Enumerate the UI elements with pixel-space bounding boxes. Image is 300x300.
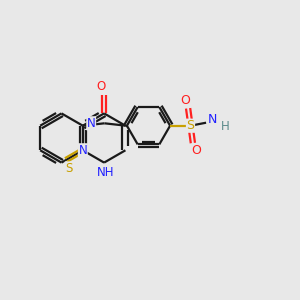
Text: NH: NH — [97, 166, 114, 179]
Text: O: O — [180, 94, 190, 107]
Text: O: O — [191, 144, 201, 157]
Text: H: H — [220, 120, 230, 133]
Text: N: N — [78, 144, 87, 157]
Text: N: N — [207, 112, 217, 126]
Text: O: O — [96, 80, 105, 93]
Text: N: N — [87, 117, 96, 130]
Text: S: S — [187, 119, 194, 132]
Text: S: S — [65, 162, 73, 175]
